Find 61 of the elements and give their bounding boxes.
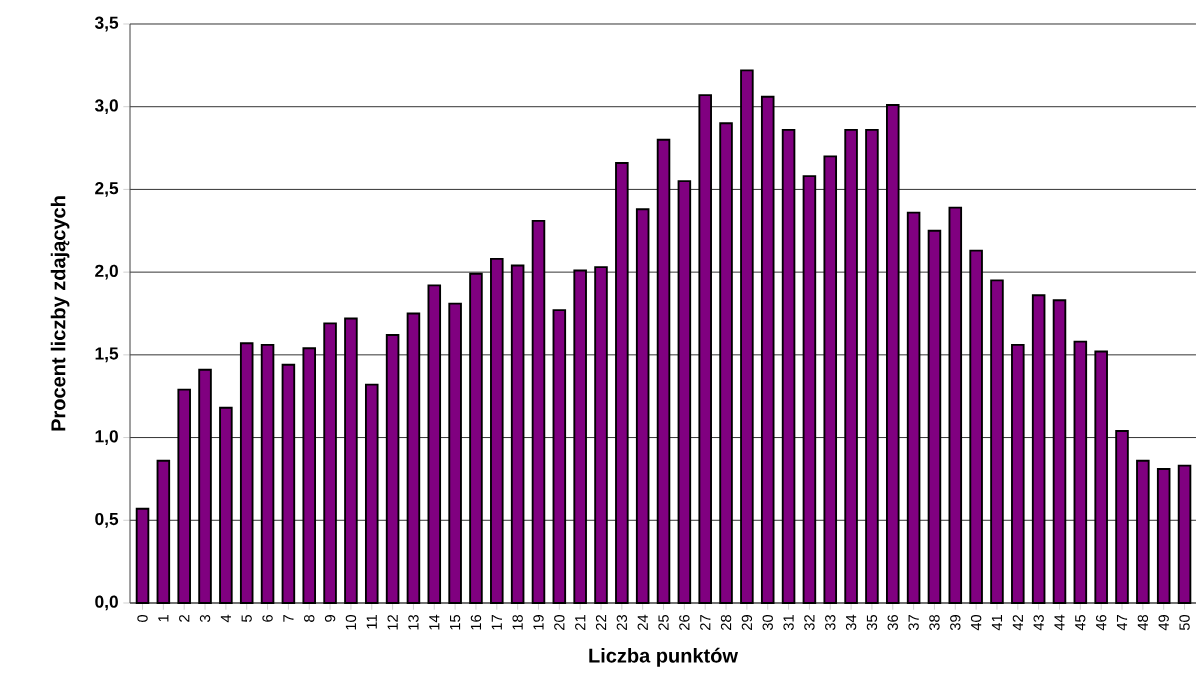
x-tick-label: 30: [762, 614, 773, 631]
x-tick-label: 21: [575, 615, 586, 630]
x-tick-label: 42: [1012, 615, 1023, 631]
y-axis-title: Procent liczby zdających: [50, 196, 70, 431]
x-axis-title: Liczba punktów: [589, 647, 739, 667]
x-tick-label: 8: [304, 615, 315, 622]
x-tick-label: 41: [991, 615, 1003, 631]
x-tick-label: 34: [845, 614, 857, 631]
x-tick-label: 48: [1137, 615, 1149, 631]
x-tick-label: 12: [387, 615, 398, 630]
x-tick-label: 32: [804, 615, 815, 631]
x-tick-label: 26: [679, 615, 690, 630]
x-tick-label: 29: [741, 615, 753, 630]
x-tick-label: 39: [950, 615, 961, 631]
x-tick-label: 28: [720, 615, 732, 630]
x-tick-label: 23: [616, 615, 628, 630]
x-tick-label: 11: [366, 615, 377, 629]
x-tick-label: 3: [199, 615, 211, 622]
x-tick-label: 38: [929, 615, 940, 631]
x-tick-label: 49: [1158, 615, 1169, 631]
x-tick-label: 20: [554, 614, 565, 630]
y-tick-label: 0,0: [95, 595, 118, 611]
y-tick-label: 1,0: [95, 430, 118, 445]
y-tick-label: 1,5: [95, 347, 119, 363]
x-tick-label: 19: [533, 615, 544, 630]
x-tick-label: 44: [1054, 614, 1065, 631]
y-tick-label: 2,5: [95, 182, 119, 197]
x-tick-label: 50: [1179, 614, 1190, 631]
x-tick-label: 10: [345, 614, 357, 630]
x-tick-label: 24: [637, 614, 648, 630]
x-tick-label: 43: [1033, 615, 1044, 631]
x-tick-label: 9: [324, 615, 336, 622]
x-tick-label: 4: [220, 614, 231, 623]
x-tick-label: 25: [658, 614, 669, 630]
y-tick-label: 2,0: [95, 264, 118, 280]
x-tick-label: 14: [429, 614, 440, 630]
x-tick-label: 6: [262, 615, 273, 622]
x-tick-label: 22: [595, 615, 607, 630]
x-tick-label: 18: [512, 615, 523, 630]
x-tick-label: 37: [908, 615, 919, 631]
x-tick-label: 0: [137, 614, 148, 622]
x-tick-label: 2: [179, 615, 190, 622]
x-tick-label: 17: [491, 615, 502, 630]
x-tick-label: 46: [1096, 615, 1107, 631]
y-tick-label: 0,5: [95, 512, 119, 528]
x-tick-label: 45: [1075, 614, 1086, 631]
x-tick-label: 31: [783, 615, 794, 631]
x-tick-label: 16: [470, 615, 482, 630]
x-tick-label: 15: [450, 614, 461, 630]
x-tick-label: 27: [700, 615, 711, 630]
y-tick-label: 3,5: [94, 16, 119, 32]
x-tick-label: 40: [970, 614, 982, 631]
x-tick-label: 5: [241, 614, 252, 622]
x-tick-label: 33: [825, 615, 836, 631]
x-tick-label: 36: [887, 615, 898, 631]
x-tick-label: 7: [283, 615, 294, 622]
y-tick-label: 3,0: [94, 99, 118, 115]
x-tick-label: 47: [1116, 615, 1128, 631]
x-tick-label: 35: [866, 614, 878, 631]
x-tick-label: 13: [408, 615, 419, 630]
x-tick-label: 1: [158, 615, 169, 622]
